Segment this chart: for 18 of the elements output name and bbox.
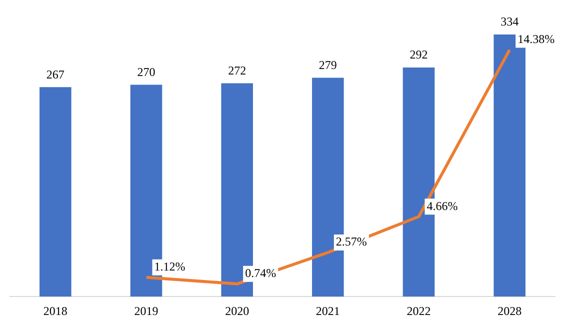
x-tick-label: 2028 [498, 304, 522, 318]
x-tick-label: 2022 [406, 304, 431, 318]
data-label: 279 [318, 58, 337, 72]
data-label: 14.38% [518, 32, 555, 46]
x-tick-label: 2021 [316, 304, 340, 318]
x-tick-label: 2020 [225, 304, 250, 318]
bar [40, 87, 72, 297]
data-label: 1.12% [154, 260, 186, 274]
data-label: 4.66% [426, 198, 458, 213]
x-tick-label: 2019 [134, 304, 158, 318]
data-label: 272 [228, 63, 246, 78]
data-label: 292 [410, 48, 428, 62]
data-label: 2.57% [336, 234, 367, 249]
data-label: 334 [500, 14, 519, 29]
data-label: 270 [137, 64, 156, 79]
data-label: 267 [46, 67, 64, 82]
data-label: 0.74% [245, 266, 276, 280]
x-tick-label: 2018 [43, 304, 68, 318]
